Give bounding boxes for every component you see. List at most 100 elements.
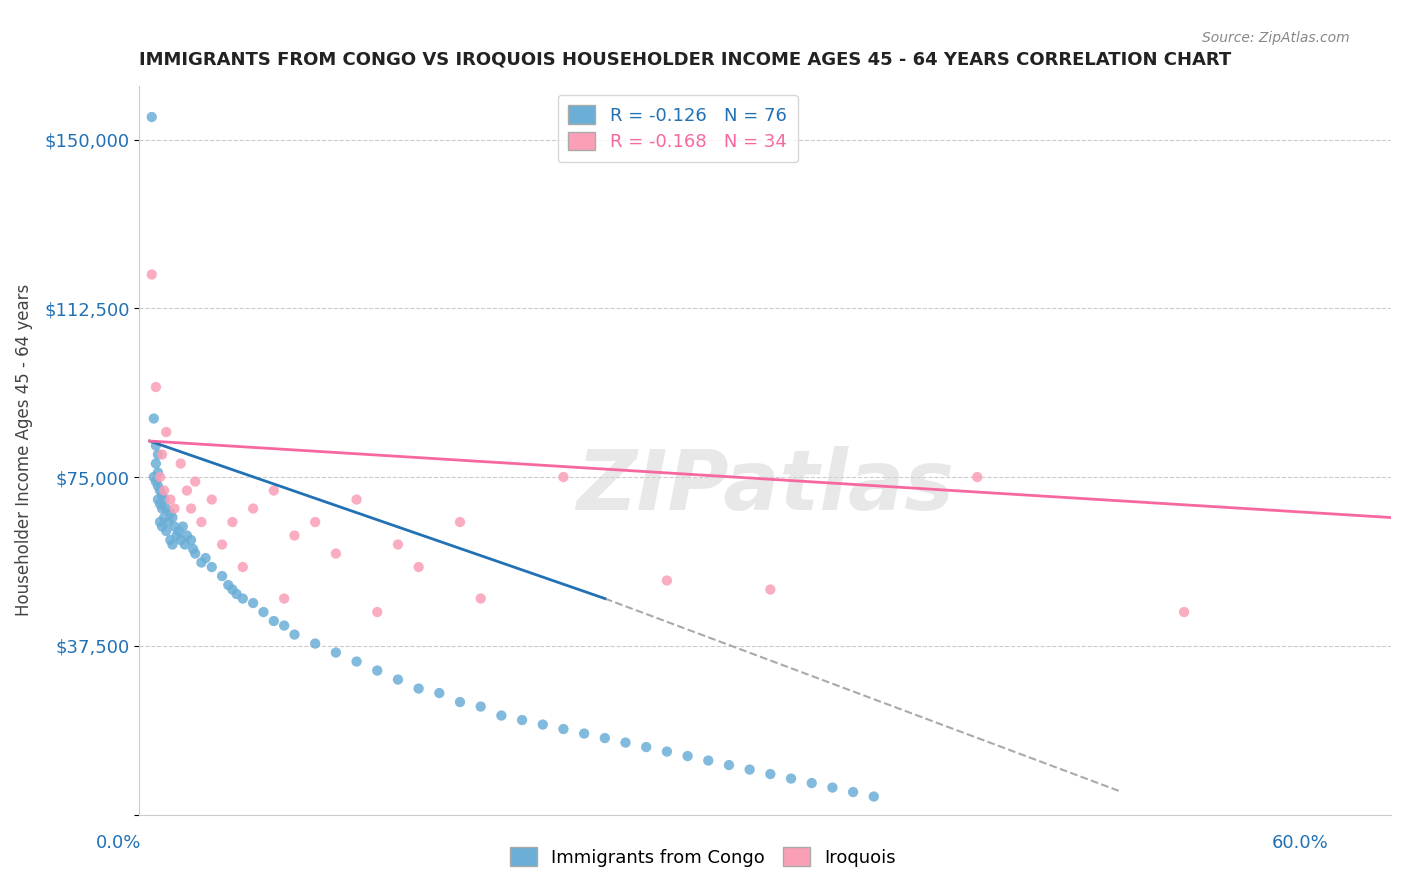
Point	[283, 627, 305, 641]
Point	[491, 708, 513, 723]
Legend: R = -0.126   N = 76, R = -0.168   N = 34: R = -0.126 N = 76, R = -0.168 N = 34	[558, 95, 797, 162]
Point	[170, 533, 193, 547]
Point	[159, 492, 181, 507]
Point	[470, 591, 492, 606]
Point	[780, 772, 803, 786]
Text: Source: ZipAtlas.com: Source: ZipAtlas.com	[1202, 31, 1350, 45]
Point	[180, 501, 202, 516]
Point	[149, 497, 172, 511]
Text: 0.0%: 0.0%	[96, 834, 141, 852]
Point	[150, 501, 173, 516]
Point	[273, 618, 295, 632]
Point	[146, 448, 169, 462]
Point	[180, 533, 202, 547]
Point	[510, 713, 533, 727]
Point	[221, 515, 243, 529]
Text: IMMIGRANTS FROM CONGO VS IROQUOIS HOUSEHOLDER INCOME AGES 45 - 64 YEARS CORRELAT: IMMIGRANTS FROM CONGO VS IROQUOIS HOUSEH…	[139, 51, 1232, 69]
Point	[167, 524, 190, 538]
Point	[717, 758, 740, 772]
Point	[242, 596, 264, 610]
Point	[150, 519, 173, 533]
Point	[142, 411, 165, 425]
Point	[759, 767, 782, 781]
Point	[166, 528, 188, 542]
Point	[862, 789, 884, 804]
Point	[470, 699, 492, 714]
Y-axis label: Householder Income Ages 45 - 64 years: Householder Income Ages 45 - 64 years	[15, 284, 32, 616]
Point	[273, 591, 295, 606]
Point	[157, 515, 180, 529]
Point	[141, 110, 163, 124]
Point	[553, 470, 575, 484]
Point	[232, 560, 254, 574]
Point	[145, 380, 167, 394]
Point	[150, 448, 173, 462]
Point	[181, 542, 204, 557]
Point	[387, 673, 409, 687]
Point	[155, 425, 177, 439]
Point	[252, 605, 274, 619]
Point	[655, 574, 678, 588]
Point	[159, 533, 181, 547]
Point	[966, 470, 988, 484]
Point	[201, 492, 224, 507]
Point	[149, 470, 172, 484]
Point	[194, 551, 217, 566]
Legend: Immigrants from Congo, Iroquois: Immigrants from Congo, Iroquois	[502, 840, 904, 874]
Point	[172, 519, 194, 533]
Point	[173, 537, 195, 551]
Point	[149, 483, 172, 498]
Point	[346, 492, 368, 507]
Point	[800, 776, 823, 790]
Point	[636, 740, 658, 755]
Point	[408, 681, 430, 696]
Text: 60.0%: 60.0%	[1272, 834, 1329, 852]
Point	[159, 506, 181, 520]
Point	[145, 475, 167, 489]
Point	[190, 556, 212, 570]
Point	[242, 501, 264, 516]
Point	[593, 731, 616, 745]
Text: ZIPatlas: ZIPatlas	[576, 446, 955, 527]
Point	[408, 560, 430, 574]
Point	[141, 268, 163, 282]
Point	[225, 587, 247, 601]
Point	[146, 492, 169, 507]
Point	[201, 560, 224, 574]
Point	[150, 488, 173, 502]
Point	[176, 483, 198, 498]
Point	[842, 785, 865, 799]
Point	[145, 457, 167, 471]
Point	[531, 717, 554, 731]
Point	[153, 492, 176, 507]
Point	[614, 735, 637, 749]
Point	[1173, 605, 1195, 619]
Point	[263, 614, 285, 628]
Point	[366, 664, 388, 678]
Point	[304, 636, 326, 650]
Point	[572, 726, 595, 740]
Point	[149, 515, 172, 529]
Point	[325, 646, 347, 660]
Point	[697, 754, 720, 768]
Point	[170, 457, 193, 471]
Point	[176, 528, 198, 542]
Point	[163, 501, 186, 516]
Point	[759, 582, 782, 597]
Point	[263, 483, 285, 498]
Point	[553, 722, 575, 736]
Point	[146, 466, 169, 480]
Point	[449, 515, 471, 529]
Point	[449, 695, 471, 709]
Point	[184, 547, 207, 561]
Point	[325, 547, 347, 561]
Point	[155, 501, 177, 516]
Point	[162, 537, 184, 551]
Point	[217, 578, 239, 592]
Point	[738, 763, 761, 777]
Point	[366, 605, 388, 619]
Point	[221, 582, 243, 597]
Point	[153, 510, 176, 524]
Point	[232, 591, 254, 606]
Point	[821, 780, 844, 795]
